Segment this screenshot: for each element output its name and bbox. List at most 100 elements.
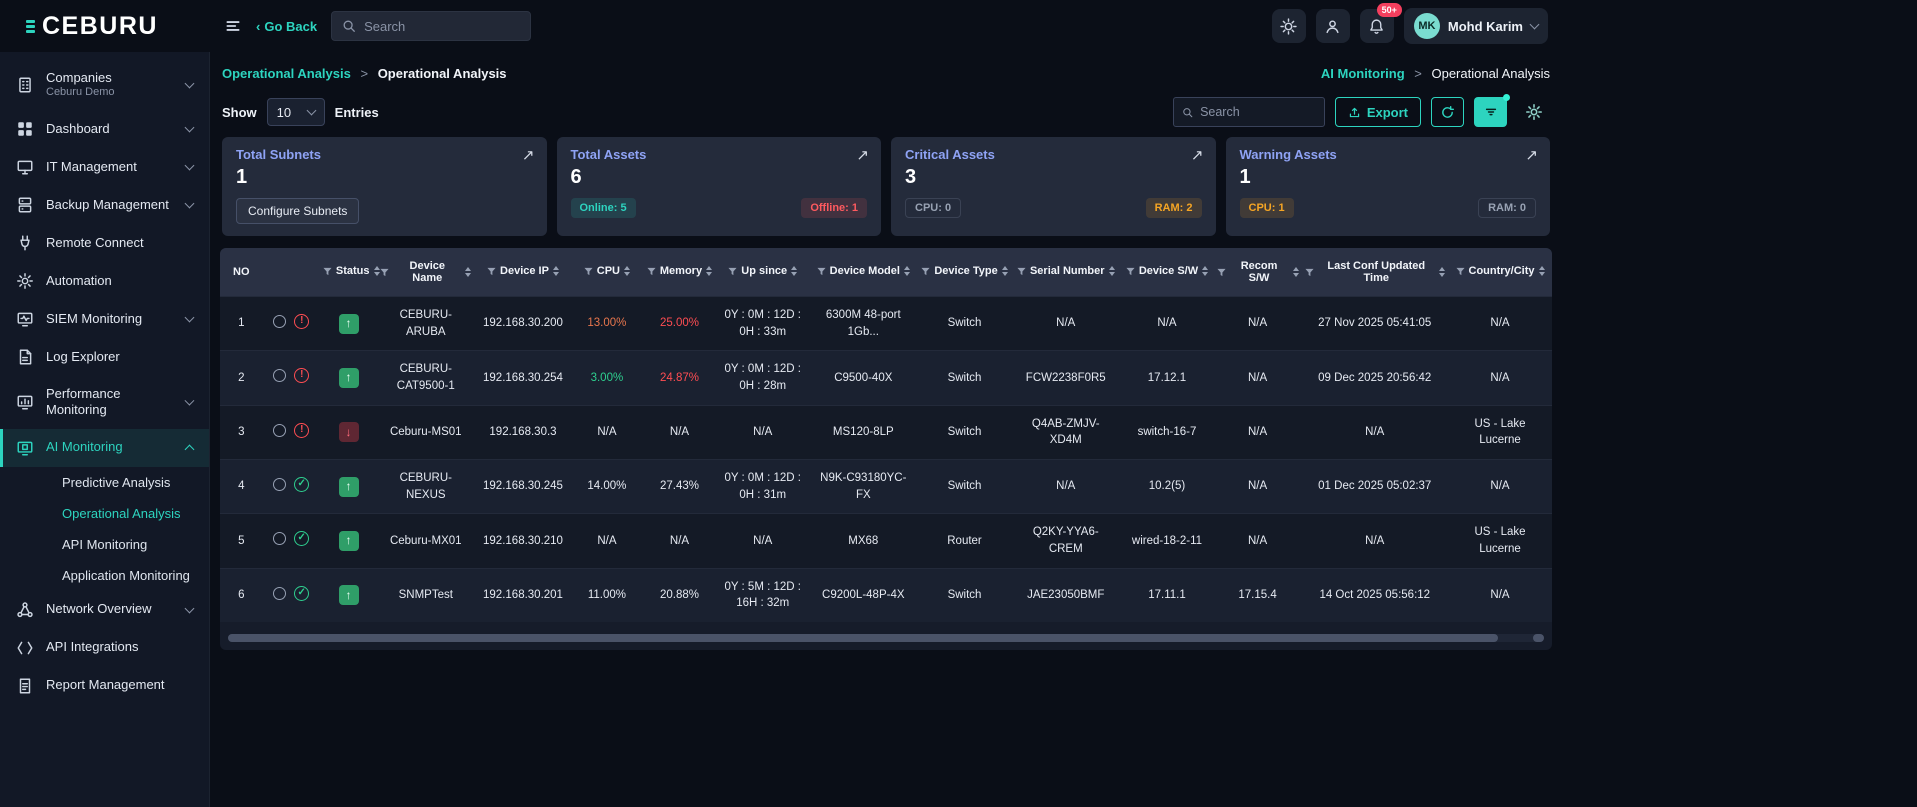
column-filter-icon[interactable] xyxy=(487,267,496,276)
sort-icon[interactable] xyxy=(1108,266,1115,277)
sidebar-item-it-management[interactable]: IT Management xyxy=(0,148,209,186)
sidebar-item-label: AI Monitoring xyxy=(46,439,123,455)
column-header-device_model[interactable]: Device Model xyxy=(808,248,918,297)
breadcrumb-parent[interactable]: Operational Analysis xyxy=(222,66,351,81)
sidebar-toggle-icon[interactable] xyxy=(224,17,242,35)
export-icon xyxy=(1349,107,1359,117)
cell-serial-number: Q2KY-YYA6-CREM xyxy=(1011,513,1121,569)
topbar: CEBURU ‹ Go Back 50+ MK Moh xyxy=(0,0,1562,52)
column-header-country_city[interactable]: Country/City xyxy=(1448,248,1552,297)
entries-select[interactable]: 10 xyxy=(266,98,325,126)
column-filter-icon[interactable] xyxy=(1017,267,1026,276)
column-filter-icon[interactable] xyxy=(1126,267,1135,276)
sort-icon[interactable] xyxy=(552,266,559,277)
expand-icon[interactable]: ↗ xyxy=(521,147,535,164)
sidebar-item-backup-management[interactable]: Backup Management xyxy=(0,186,209,224)
breadcrumb-right-parent[interactable]: AI Monitoring xyxy=(1320,66,1405,81)
column-filter-icon[interactable] xyxy=(584,267,593,276)
sort-icon[interactable] xyxy=(706,266,713,277)
sort-icon[interactable] xyxy=(1439,267,1446,277)
row-radio[interactable] xyxy=(273,314,287,328)
cell-recom-sw: N/A xyxy=(1213,295,1302,351)
profile-button[interactable] xyxy=(1315,9,1350,43)
cell-country-city: US - Lake Lucerne xyxy=(1448,513,1552,569)
refresh-button[interactable] xyxy=(1431,97,1464,127)
settings-button[interactable] xyxy=(1517,97,1550,127)
column-header-device_ip[interactable]: Device IP xyxy=(474,248,572,297)
user-menu[interactable]: MK Mohd Karim xyxy=(1403,8,1548,44)
column-filter-icon[interactable] xyxy=(1217,268,1226,277)
backup-management-icon xyxy=(16,196,34,214)
sort-icon[interactable] xyxy=(1538,266,1545,277)
sort-icon[interactable] xyxy=(1001,266,1008,277)
column-header-device_sw[interactable]: Device S/W xyxy=(1120,248,1214,297)
topbar-search-input[interactable] xyxy=(364,18,521,34)
table-search-input[interactable] xyxy=(1200,105,1316,119)
sidebar-item-report-management[interactable]: Report Management xyxy=(0,667,209,705)
column-filter-icon[interactable] xyxy=(1304,268,1314,277)
column-filter-icon[interactable] xyxy=(323,267,332,276)
sort-icon[interactable] xyxy=(1202,266,1209,277)
sort-icon[interactable] xyxy=(791,266,798,277)
column-filter-icon[interactable] xyxy=(817,267,826,276)
theme-toggle-button[interactable] xyxy=(1271,9,1306,43)
notifications-button[interactable]: 50+ xyxy=(1359,3,1402,43)
table-row: 1! ↑ CEBURU-ARUBA 192.168.30.200 13.00% 25.00… xyxy=(220,295,1552,351)
sidebar-item-network-overview[interactable]: Network Overview xyxy=(0,591,209,629)
cell-status: ↑ xyxy=(319,295,378,351)
column-filter-icon[interactable] xyxy=(921,267,930,276)
sidebar-item-performance-monitoring[interactable]: Performance Monitoring xyxy=(0,376,209,429)
breadcrumb: Operational Analysis > Operational Analy… xyxy=(220,56,1552,93)
configure-subnets-button[interactable]: Configure Subnets xyxy=(236,198,360,224)
row-radio[interactable] xyxy=(273,532,287,546)
column-header-recom_sw[interactable]: Recom S/W xyxy=(1213,248,1302,297)
row-radio[interactable] xyxy=(273,369,287,383)
sidebar-subitem-application-monitoring[interactable]: Application Monitoring xyxy=(62,567,190,583)
column-header-serial_number[interactable]: Serial Number xyxy=(1011,248,1121,297)
column-header-status[interactable]: Status xyxy=(319,248,380,297)
card-warning-assets: Warning Assets ↗ 1 CPU: 1 RAM: 0 xyxy=(1225,137,1550,236)
sidebar-item-automation[interactable]: Automation xyxy=(0,262,209,300)
expand-icon[interactable]: ↗ xyxy=(856,147,869,164)
cell-device-ip: 192.168.30.3 xyxy=(474,404,572,460)
sort-icon[interactable] xyxy=(903,266,910,277)
sort-icon[interactable] xyxy=(1292,267,1299,277)
sidebar-item-label: Remote Connect xyxy=(46,234,144,250)
sidebar-subitem-operational-analysis[interactable]: Operational Analysis xyxy=(62,505,181,521)
row-radio[interactable] xyxy=(273,477,287,491)
sidebar-item-siem-monitoring[interactable]: SIEM Monitoring xyxy=(0,300,209,338)
sidebar-subitem-api-monitoring[interactable]: API Monitoring xyxy=(62,536,148,552)
status-up-icon: ↑ xyxy=(338,531,359,552)
column-header-device_type[interactable]: Device Type xyxy=(917,248,1012,297)
sidebar-item-companies[interactable]: Companies Ceburu Demo xyxy=(0,60,209,110)
cell-country-city: N/A xyxy=(1448,350,1552,406)
column-filter-icon[interactable] xyxy=(728,267,737,276)
row-radio[interactable] xyxy=(273,423,287,437)
go-back-link[interactable]: ‹ Go Back xyxy=(256,19,317,34)
column-header-last_conf[interactable]: Last Conf Updated Time xyxy=(1301,248,1449,297)
column-filter-icon[interactable] xyxy=(380,268,389,277)
expand-icon[interactable]: ↗ xyxy=(1525,147,1538,164)
sidebar-subitem-predictive-analysis[interactable]: Predictive Analysis xyxy=(62,474,171,490)
sidebar-item-dashboard[interactable]: Dashboard xyxy=(0,110,209,148)
row-radio[interactable] xyxy=(273,586,287,600)
sort-icon[interactable] xyxy=(373,266,380,277)
column-filter-icon[interactable] xyxy=(647,267,656,276)
filter-button[interactable] xyxy=(1474,94,1510,127)
sidebar-item-log-explorer[interactable]: Log Explorer xyxy=(0,338,209,376)
column-header-cpu[interactable]: CPU xyxy=(571,248,643,297)
column-filter-icon[interactable] xyxy=(1455,267,1465,276)
export-button[interactable]: Export xyxy=(1334,97,1421,127)
sort-icon[interactable] xyxy=(624,266,631,277)
sort-icon[interactable] xyxy=(465,267,472,277)
sidebar-item-ai-monitoring[interactable]: AI Monitoring xyxy=(0,428,209,467)
expand-icon[interactable]: ↗ xyxy=(1190,147,1204,164)
app: CEBURU ‹ Go Back 50+ MK Moh xyxy=(0,0,1562,807)
column-header-memory[interactable]: Memory xyxy=(642,248,717,297)
sidebar-item-remote-connect[interactable]: Remote Connect xyxy=(0,224,209,262)
column-header-device_name[interactable]: Device Name xyxy=(377,248,475,297)
column-label: Memory xyxy=(659,265,703,278)
sidebar-item-api-integrations[interactable]: API Integrations xyxy=(0,629,209,667)
column-header-up_since[interactable]: Up since xyxy=(716,248,809,297)
scrollbar-thumb[interactable] xyxy=(228,634,1498,643)
